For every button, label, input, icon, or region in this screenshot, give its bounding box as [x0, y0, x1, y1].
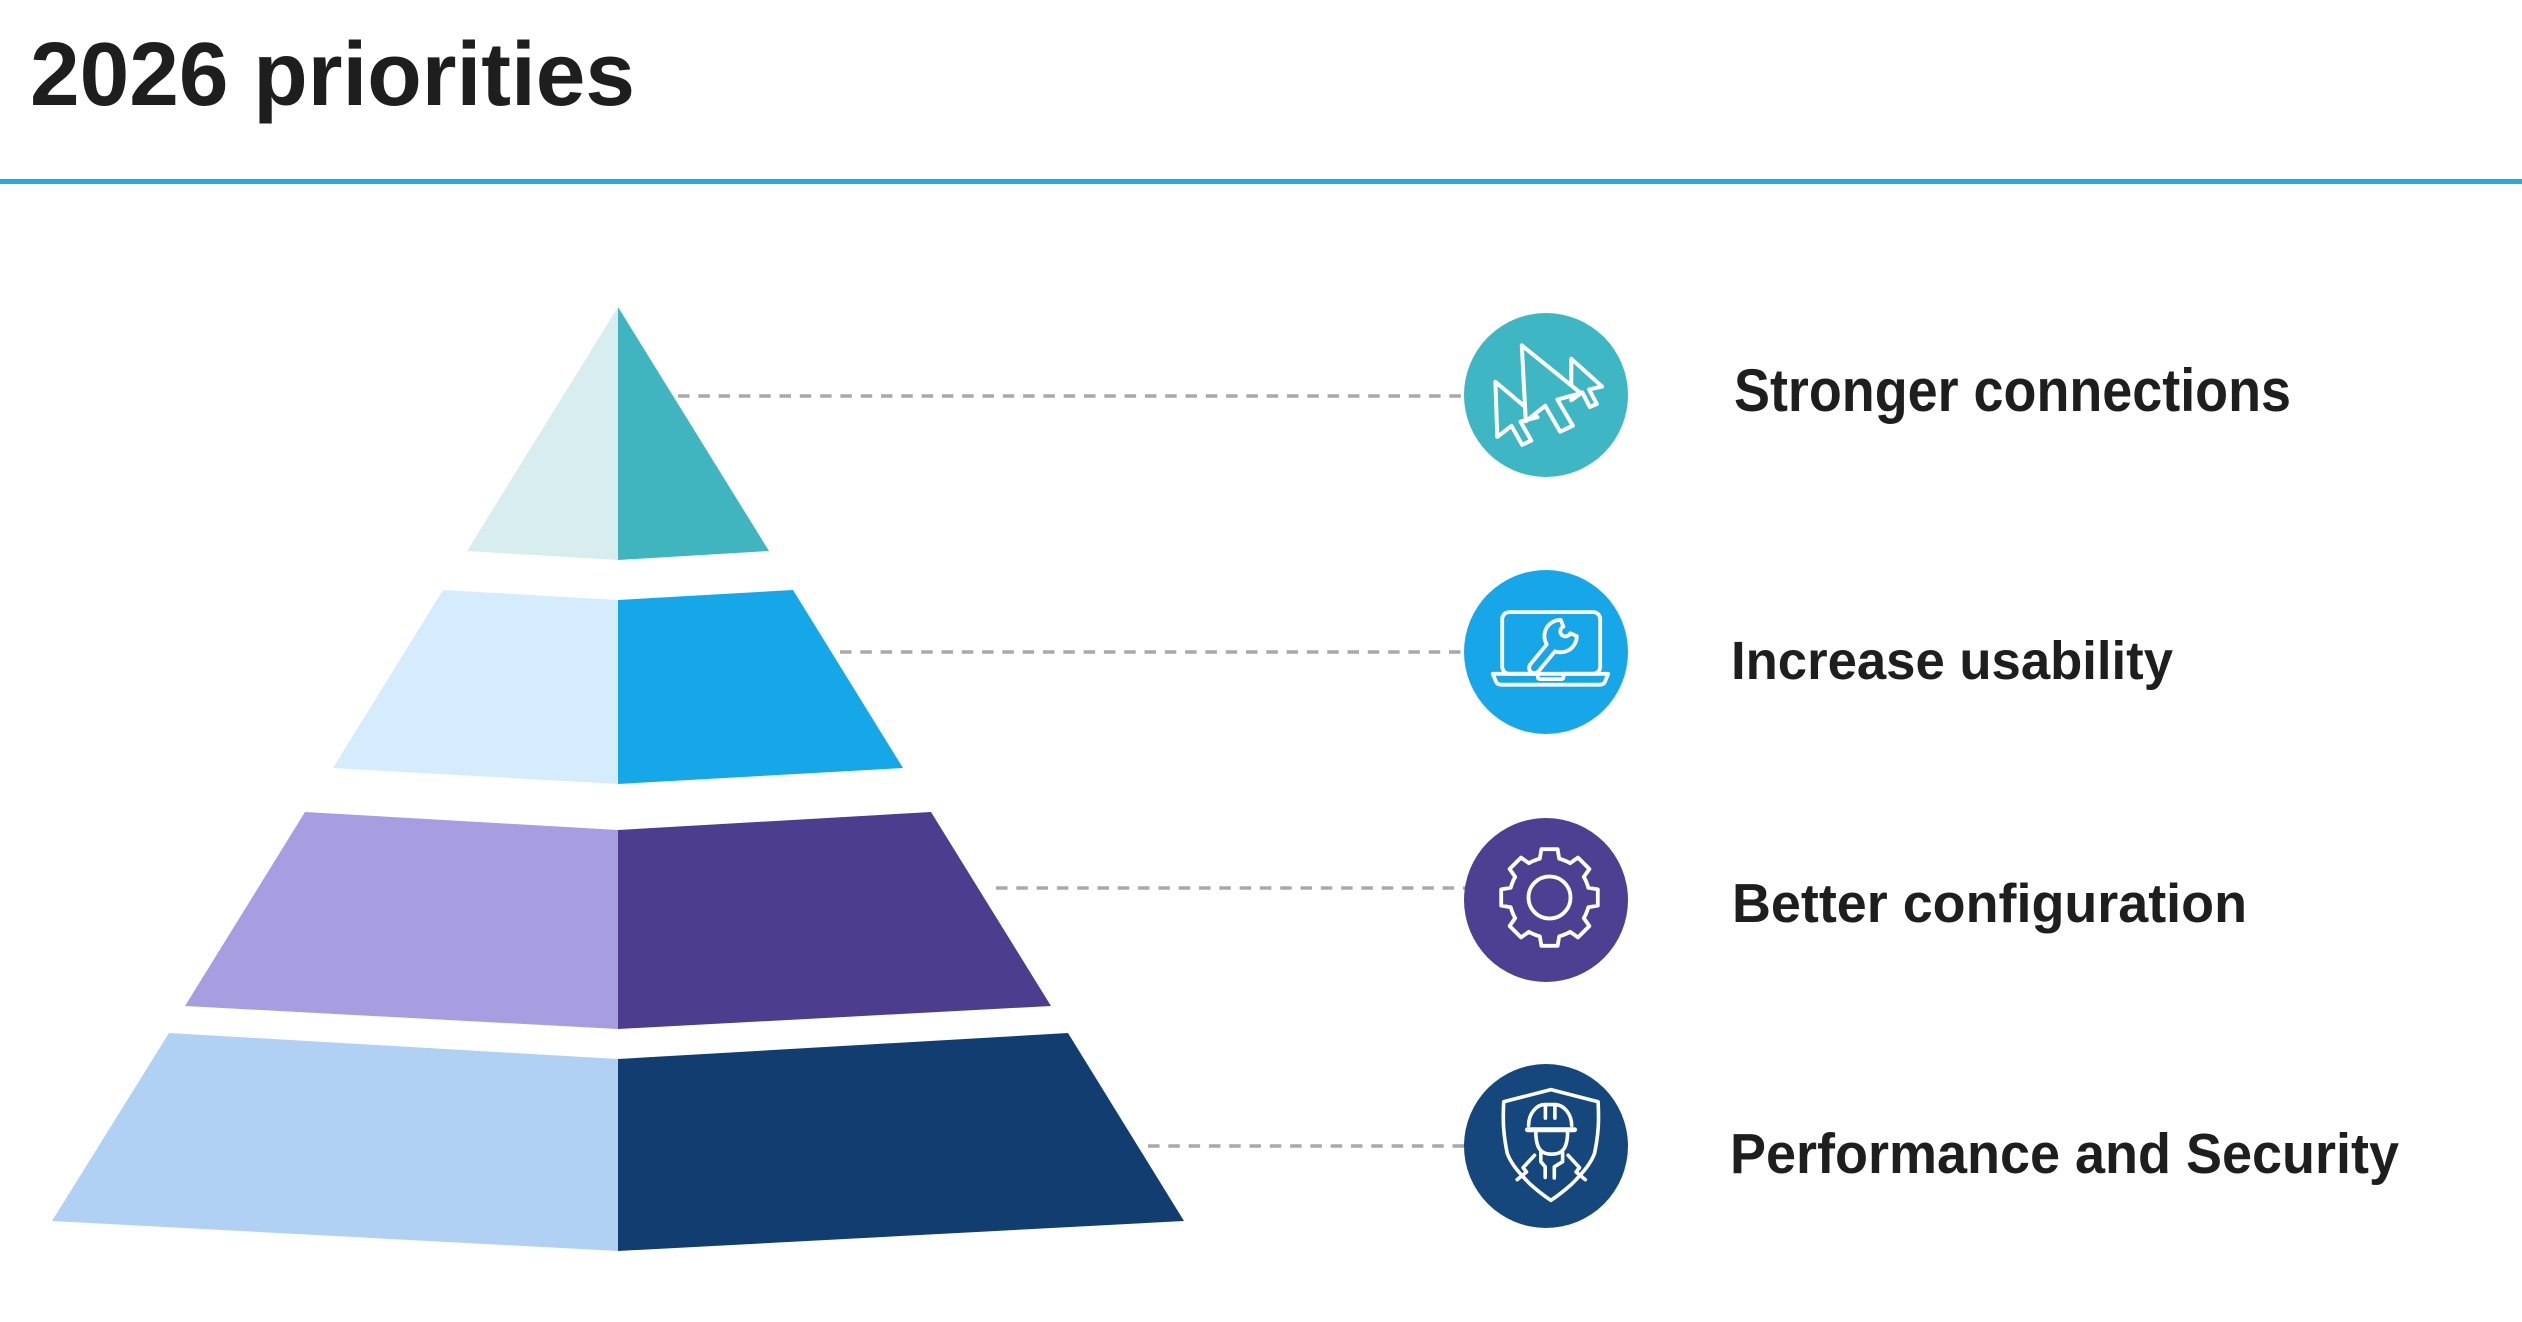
svg-text:Better configuration: Better configuration: [1732, 873, 2247, 934]
svg-text:Performance and Security: Performance and Security: [1730, 1123, 2399, 1186]
svg-text:2026 priorities: 2026 priorities: [30, 25, 635, 125]
svg-text:Increase usability: Increase usability: [1731, 631, 2173, 691]
svg-text:Stronger connections: Stronger connections: [1734, 357, 2291, 424]
